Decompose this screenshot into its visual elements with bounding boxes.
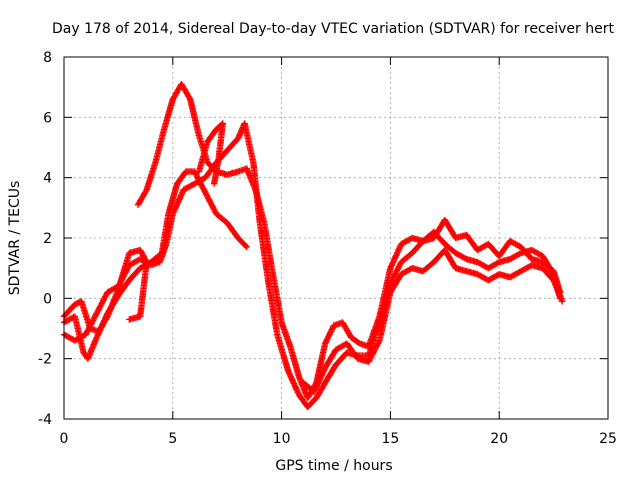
data-point (94, 308, 101, 316)
y-tick-label: 2 (43, 231, 52, 247)
data-point (186, 94, 193, 102)
y-axis-label: SDTVAR / TECUs (7, 181, 23, 296)
data-point (395, 264, 402, 271)
x-tick-label: 5 (168, 431, 177, 447)
data-point (391, 271, 398, 278)
data-point (290, 378, 297, 386)
x-tick-label: 0 (60, 431, 69, 447)
data-point (200, 186, 208, 194)
data-point (206, 198, 213, 205)
data-point (312, 385, 319, 393)
data-point (366, 357, 373, 364)
data-point (375, 338, 382, 346)
data-point (142, 187, 150, 195)
data-point (323, 336, 331, 343)
data-point (103, 314, 110, 321)
data-point (94, 307, 102, 314)
data-point (92, 313, 99, 320)
data-point (83, 329, 90, 337)
data-point (203, 191, 210, 198)
data-point (318, 371, 326, 378)
y-tick-label: -2 (38, 352, 52, 368)
y-tick-label: -4 (38, 412, 52, 428)
y-tick-label: 6 (43, 110, 52, 126)
data-point (97, 303, 104, 310)
data-point (211, 207, 219, 215)
data-point (208, 202, 216, 209)
data-point (293, 386, 300, 393)
axis-ticks: 0 5 10 15 20 25 -4 -2 0 2 4 6 8 (38, 50, 617, 447)
series-track-6 (300, 246, 566, 396)
data-point (97, 301, 105, 309)
data-point (242, 242, 249, 250)
data-point (395, 246, 402, 253)
data-point (126, 316, 133, 323)
data-point (192, 169, 199, 177)
y-tick-label: 4 (43, 171, 52, 187)
data-point (394, 266, 401, 273)
x-tick-label: 25 (599, 431, 617, 447)
data-point (286, 371, 294, 379)
data-point (329, 325, 336, 332)
data-series (60, 81, 566, 411)
data-point (372, 345, 379, 353)
data-point (328, 326, 335, 333)
data-point (100, 296, 108, 303)
data-point (100, 297, 107, 304)
data-point (374, 340, 382, 347)
chart-title: Day 178 of 2014, Sidereal Day-to-day VTE… (52, 21, 614, 37)
series-track-3 (60, 246, 150, 335)
data-point (82, 331, 89, 338)
data-point (369, 351, 376, 358)
data-point (294, 388, 301, 396)
data-point (174, 199, 182, 206)
data-point (170, 209, 177, 216)
series-track-5 (195, 120, 226, 187)
data-point (369, 350, 377, 357)
x-tick-label: 15 (381, 431, 399, 447)
data-point (387, 263, 395, 270)
data-point (102, 291, 110, 299)
y-tick-label: 8 (43, 50, 52, 66)
data-point (327, 327, 335, 335)
data-point (372, 344, 380, 351)
data-point (171, 206, 178, 213)
data-point (177, 192, 185, 199)
series-track-2 (60, 120, 564, 411)
data-point (366, 355, 374, 363)
data-point (559, 298, 566, 305)
data-point (494, 259, 501, 267)
data-point (205, 196, 213, 203)
data-point (392, 253, 399, 260)
data-point (291, 381, 298, 389)
data-point (210, 180, 218, 187)
x-tick-label: 10 (273, 431, 291, 447)
data-point (203, 192, 211, 199)
data-point (392, 270, 399, 277)
data-point (391, 256, 398, 263)
data-point (325, 332, 333, 339)
data-point (209, 203, 216, 210)
y-tick-label: 0 (43, 291, 52, 307)
data-point (315, 378, 322, 386)
x-axis-label: GPS time / hours (275, 458, 392, 474)
grid-lines (64, 57, 608, 419)
data-point (200, 185, 207, 192)
x-tick-label: 20 (490, 431, 508, 447)
data-point (322, 339, 329, 346)
series-track-4 (134, 81, 564, 402)
data-point (321, 340, 329, 347)
data-point (324, 334, 331, 342)
data-point (91, 314, 98, 321)
data-point (389, 260, 396, 268)
data-point (173, 202, 180, 209)
data-point (243, 243, 250, 251)
